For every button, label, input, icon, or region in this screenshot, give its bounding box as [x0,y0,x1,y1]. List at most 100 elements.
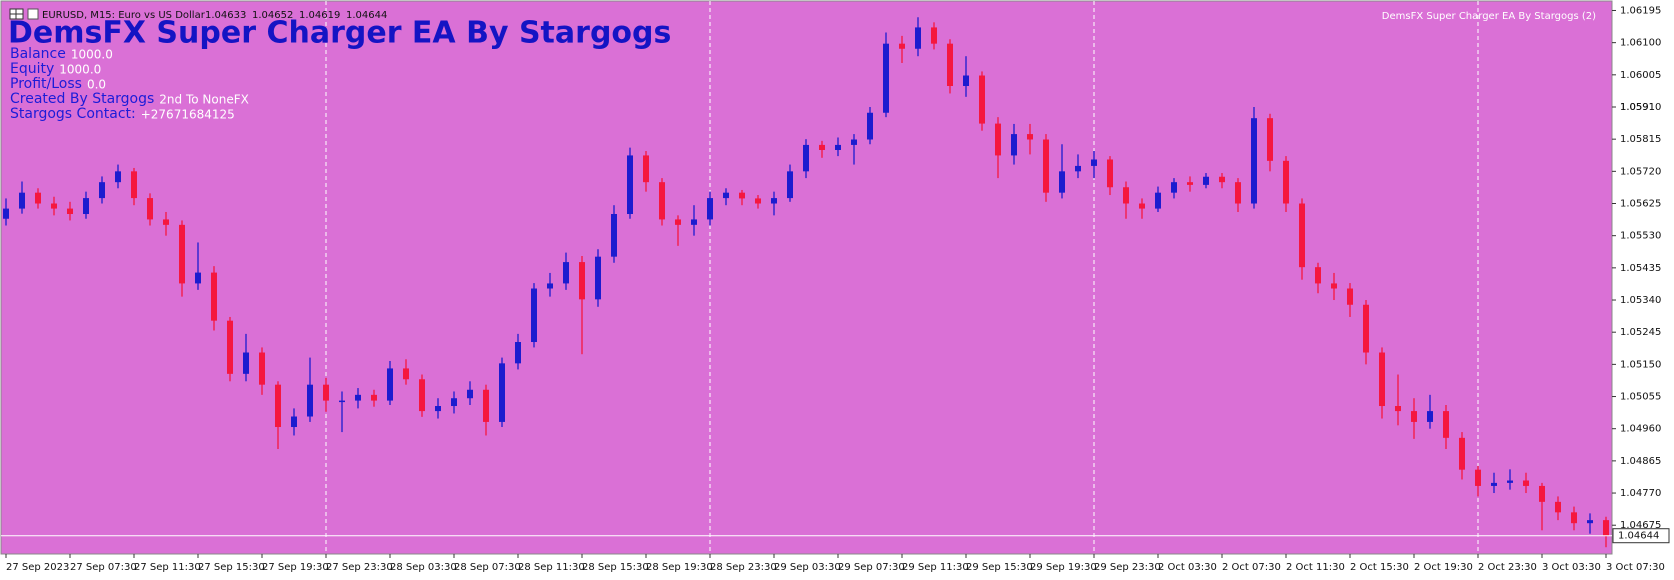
candle-body [1267,118,1273,161]
x-tick-label: 3 Oct 07:30 [1606,562,1665,573]
candle-body [643,155,649,183]
x-tick-label: 2 Oct 15:30 [1350,562,1409,573]
x-tick-label: 3 Oct 03:30 [1542,562,1601,573]
candle-body [1219,176,1225,183]
x-tick-label: 28 Sep 11:30 [518,562,585,573]
layer [3,1,1609,554]
candle-body [291,416,297,428]
y-tick-label: 1.05340 [1620,295,1661,306]
info-label: Stargogs Contact: [10,106,136,122]
candle-body [163,219,169,225]
candle-body [1187,182,1193,185]
candle-body [3,208,9,219]
candle-body [1491,482,1497,486]
candle-body [179,224,185,284]
candle-body [371,394,377,401]
candle-body [787,171,793,199]
candle-body [1075,165,1081,172]
y-tick-label: 1.05435 [1620,263,1661,274]
x-tick-label: 2 Oct 07:30 [1222,562,1281,573]
candle-body [867,112,873,140]
candle-body [1427,411,1433,422]
candle-body [435,406,441,412]
candle-body [739,192,745,199]
x-tick-label: 27 Sep 15:30 [198,562,265,573]
candle-body [243,352,249,374]
last-price-label: 1.04644 [1618,531,1659,542]
candle-body [1539,485,1545,502]
y-tick-label: 1.05815 [1620,134,1661,145]
x-tick-label: 28 Sep 07:30 [454,562,521,573]
candle-body [195,272,201,284]
candle-body [1331,283,1337,289]
candle-body [467,389,473,399]
info-label: Balance [10,46,66,62]
x-tick-label: 27 Sep 2023 [6,562,69,573]
symbol-icon [9,8,39,20]
candle-body [883,43,889,113]
candle-body [611,214,617,257]
candle-body [1459,437,1465,470]
candle-body [803,144,809,172]
y-tick-label: 1.04675 [1620,520,1661,531]
candle-body [979,75,985,124]
info-value: 2nd To NoneFX [159,93,249,107]
x-tick-label: 29 Sep 07:30 [838,562,905,573]
y-tick-label: 1.05055 [1620,392,1661,403]
info-value: 1000.0 [71,48,113,62]
x-tick-label: 29 Sep 23:30 [1094,562,1161,573]
candle-body [83,198,89,215]
candle-body [499,363,505,422]
candle-body [275,384,281,428]
candle-body [355,394,361,401]
candle-body [1571,512,1577,524]
candle-body [1283,160,1289,204]
candle-body [1523,480,1529,486]
x-tick-label: 2 Oct 11:30 [1286,562,1345,573]
candle-body [659,182,665,220]
candle-body [1507,480,1513,483]
x-tick-label: 2 Oct 03:30 [1158,562,1217,573]
candle-body [1395,406,1401,412]
candle-body [771,198,777,204]
candle-body [515,342,521,364]
candle-body [67,208,73,215]
candle-body [1299,203,1305,268]
candle-body [483,389,489,422]
candle-body [1043,139,1049,193]
candle-body [51,203,57,209]
candle-body [1411,411,1417,422]
candle-body [35,192,41,204]
y-tick-label: 1.05530 [1620,231,1661,242]
x-tick-label: 29 Sep 03:30 [774,562,841,573]
y-tick-label: 1.0591 [1620,102,1655,113]
candle-body [947,43,953,86]
candle-body [547,283,553,289]
candle-body [675,219,681,225]
candle-body [915,27,921,49]
y-tick-label: 1.05625 [1620,199,1661,210]
candle-body [931,27,937,44]
x-tick-label: 29 Sep 11:30 [902,562,969,573]
last-price-box [1612,528,1670,544]
candle-body [707,198,713,220]
candle-body [1011,134,1017,156]
quote-value: 1.04652 [252,10,293,21]
x-tick-label: 27 Sep 23:30 [326,562,393,573]
y-tick-label: 1.06195 [1620,5,1661,16]
candle-body [1251,118,1257,204]
candle-body [131,171,137,199]
candle-body [1475,469,1481,486]
candle-body [339,400,345,403]
y-tick-label: 1.05720 [1620,166,1661,177]
quote-value: 1.04619 [299,10,340,21]
x-tick-label: 27 Sep 07:30 [70,562,137,573]
x-tick-label: 28 Sep 19:30 [646,562,713,573]
plot-area [0,0,1613,555]
x-tick-label: 28 Sep 03:30 [390,562,457,573]
candle-body [627,155,633,215]
candle-body [147,198,153,220]
candle-body [307,384,313,417]
x-tick-label: 27 Sep 11:30 [134,562,201,573]
y-tick-label: 1.06100 [1620,38,1661,49]
